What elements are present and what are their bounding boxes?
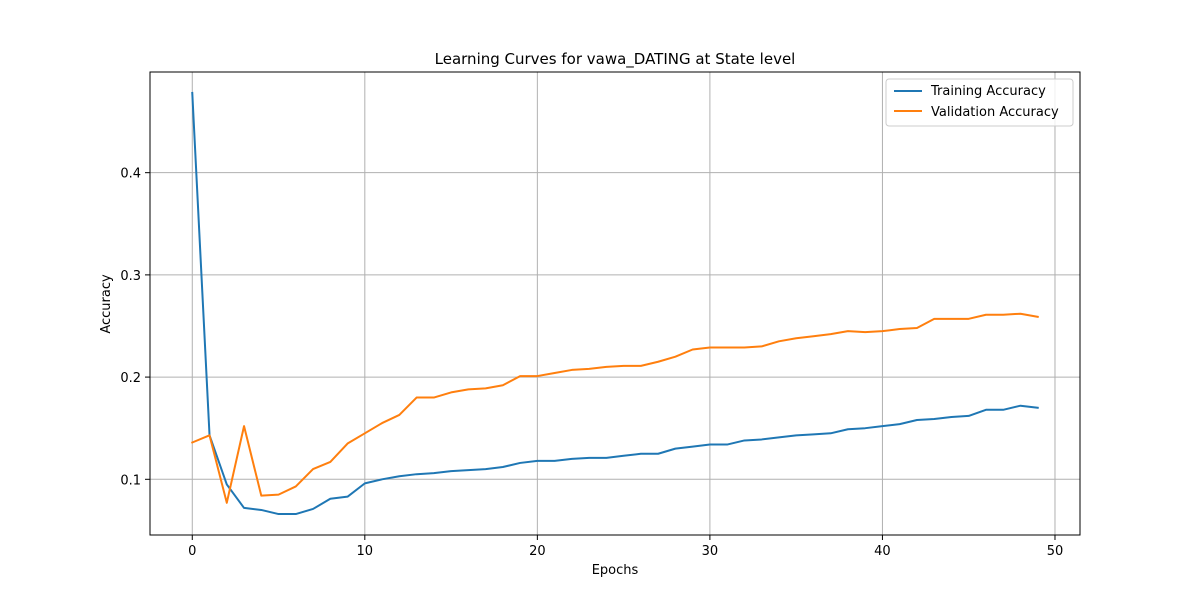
- y-tick-label: 0.3: [120, 269, 141, 284]
- x-tick-label: 10: [357, 544, 374, 559]
- grid: [150, 72, 1080, 535]
- x-tick-label: 40: [874, 544, 891, 559]
- x-tick-label: 30: [702, 544, 719, 559]
- y-tick-label: 0.2: [120, 371, 141, 386]
- y-tick-label: 0.1: [120, 473, 141, 488]
- plot-frame: [149, 71, 1081, 536]
- legend-label-validation: Validation Accuracy: [931, 105, 1059, 120]
- x-axis-label: Epochs: [592, 563, 639, 578]
- legend-label-training: Training Accuracy: [930, 84, 1046, 99]
- legend-box: [885, 78, 1074, 127]
- x-tick-label: 0: [188, 544, 196, 559]
- x-tick-label: 50: [1047, 544, 1064, 559]
- y-axis-label: Accuracy: [99, 274, 114, 334]
- x-tick-label: 20: [529, 544, 546, 559]
- series-line-validation: [190, 312, 1039, 504]
- chart-title: Learning Curves for vawa_DATING at State…: [435, 50, 796, 69]
- series-line-training: [191, 91, 1039, 516]
- y-tick-label: 0.4: [120, 167, 141, 182]
- series-lines: [190, 91, 1039, 516]
- axis-ticks: 0 10 20 30 40 50 0.1 0.2 0.3 0.4: [120, 167, 1063, 559]
- legend: Training Accuracy Validation Accuracy: [885, 78, 1074, 127]
